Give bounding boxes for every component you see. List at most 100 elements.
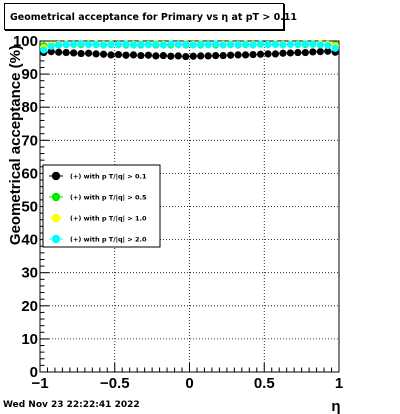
x-tick-label: −1: [31, 375, 48, 392]
y-tick-label: 20: [21, 298, 38, 315]
data-point: [55, 41, 63, 49]
data-points: [40, 40, 339, 61]
data-point: [62, 40, 70, 48]
data-point: [219, 41, 227, 49]
data-point: [316, 47, 324, 56]
y-tick-label: 40: [21, 232, 38, 249]
y-tick-label: 60: [21, 165, 38, 182]
data-point: [271, 40, 280, 48]
data-point: [264, 50, 272, 58]
data-point: [324, 47, 332, 55]
data-point: [70, 41, 78, 49]
data-point: [189, 52, 197, 60]
data-point: [114, 50, 123, 59]
data-point: [197, 52, 205, 60]
legend-marker: [51, 213, 61, 223]
data-point: [107, 40, 115, 48]
x-tick-label: 0.5: [254, 375, 275, 392]
data-point: [234, 51, 242, 59]
data-point: [99, 50, 108, 58]
y-tick-label: 50: [21, 199, 38, 216]
legend-label: (+) with p T/|q| > 0.5: [70, 194, 147, 203]
data-point: [152, 52, 160, 60]
y-tick-label: 10: [21, 331, 38, 348]
data-point: [55, 48, 63, 56]
data-point: [92, 40, 100, 48]
data-point: [301, 40, 309, 48]
data-point: [249, 50, 257, 59]
data-point: [182, 52, 190, 61]
x-tick-label: 0: [185, 375, 193, 392]
legend-label: (+) with p T/|q| > 0.1: [70, 173, 147, 182]
data-point: [182, 40, 190, 48]
data-point: [241, 40, 250, 48]
data-point: [212, 40, 220, 48]
data-point: [122, 40, 130, 48]
legend-box: [42, 164, 161, 248]
data-point: [227, 51, 235, 59]
data-point: [279, 49, 287, 57]
data-point: [159, 41, 167, 49]
data-point: [129, 51, 138, 59]
data-point: [286, 40, 295, 48]
y-tick-label: 0: [30, 364, 38, 381]
legend: (+) with p T/|q| > 0.1 (+) with p T/|q| >…: [42, 164, 161, 248]
data-point: [204, 52, 212, 60]
data-point: [152, 40, 160, 48]
data-point: [62, 48, 70, 57]
data-point: [241, 51, 250, 59]
data-point: [70, 49, 78, 57]
y-tick-label: 90: [21, 66, 38, 83]
data-point: [77, 40, 85, 48]
x-axis-title: η: [331, 398, 340, 414]
data-point: [294, 48, 302, 57]
data-point: [301, 48, 309, 57]
series-3: [40, 40, 339, 54]
data-point: [316, 41, 324, 49]
data-point: [227, 40, 235, 48]
chart-title: Geometrical acceptance for Primary vs η …: [10, 12, 298, 23]
data-point: [84, 41, 93, 49]
data-point: [279, 41, 287, 49]
data-point: [219, 51, 227, 60]
data-point: [264, 41, 272, 49]
y-tick-label: 30: [21, 265, 38, 282]
data-point: [47, 42, 55, 50]
data-point: [137, 51, 145, 60]
data-point: [159, 51, 167, 60]
data-point: [286, 49, 295, 57]
data-point: [167, 40, 175, 48]
data-point: [129, 41, 138, 49]
data-point: [144, 41, 152, 49]
data-point: [92, 50, 100, 58]
data-point: [40, 46, 48, 54]
data-point: [212, 51, 220, 60]
data-point: [84, 49, 93, 57]
y-axis-title: Geometrical acceptance (%): [7, 45, 24, 245]
legend-label: (+) with p T/|q| > 2.0: [70, 236, 147, 245]
data-point: [122, 51, 130, 59]
data-point: [174, 52, 182, 60]
data-point: [294, 41, 302, 49]
data-point: [249, 41, 257, 49]
timestamp: Wed Nov 23 22:22:41 2022: [3, 400, 140, 410]
legend-marker: [51, 192, 61, 202]
legend-label: (+) with p T/|q| > 1.0: [70, 215, 147, 224]
data-point: [99, 41, 108, 49]
data-point: [331, 44, 339, 52]
data-point: [204, 41, 212, 49]
data-point: [271, 50, 280, 58]
data-point: [107, 51, 115, 59]
legend-marker: [51, 234, 61, 244]
axis-ticks: [39, 40, 340, 373]
data-point: [77, 49, 85, 58]
data-point: [137, 40, 145, 48]
data-point: [256, 50, 265, 58]
legend-marker: [51, 171, 61, 181]
data-point: [197, 40, 205, 48]
data-point: [324, 42, 332, 50]
y-tick-label: 80: [21, 99, 38, 116]
data-point: [167, 52, 175, 60]
